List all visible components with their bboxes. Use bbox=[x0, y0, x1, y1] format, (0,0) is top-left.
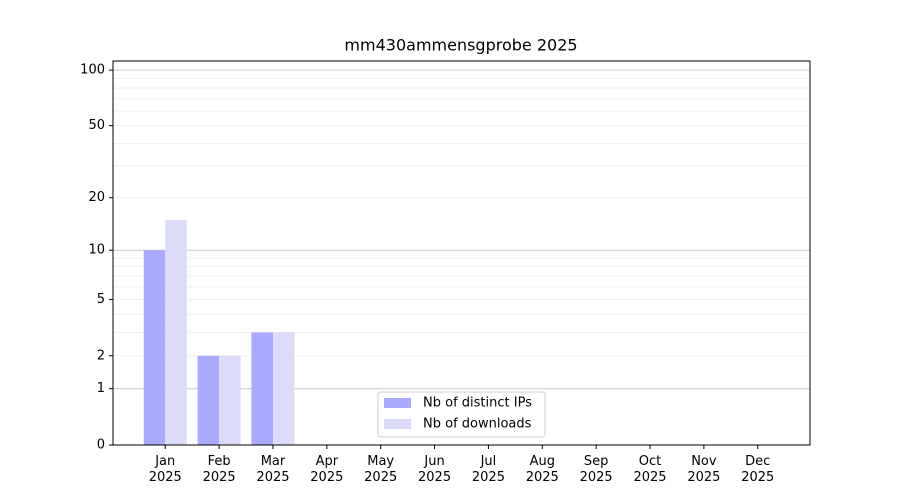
legend-label: Nb of distinct IPs bbox=[423, 396, 532, 411]
y-tick-label: 2 bbox=[97, 348, 105, 363]
x-tick-label: Aug 2025 bbox=[526, 454, 559, 485]
y-tick-label: 5 bbox=[97, 292, 105, 307]
y-tick-label: 1 bbox=[97, 381, 105, 396]
bar bbox=[165, 219, 187, 445]
legend-swatch bbox=[384, 419, 411, 429]
x-tick-label: Nov 2025 bbox=[687, 454, 720, 485]
bar bbox=[197, 355, 220, 445]
y-tick-label: 0 bbox=[97, 438, 105, 453]
bar bbox=[143, 250, 166, 445]
x-tick-label: Feb 2025 bbox=[203, 454, 236, 485]
bar bbox=[219, 355, 241, 445]
x-tick-label: Oct 2025 bbox=[633, 454, 666, 485]
x-tick-label: Mar 2025 bbox=[256, 454, 289, 485]
x-tick-label: Jan 2025 bbox=[149, 454, 182, 485]
y-tick-label: 100 bbox=[80, 63, 105, 78]
y-tick-label: 20 bbox=[88, 190, 105, 205]
legend-swatch bbox=[384, 398, 411, 408]
y-tick-label: 10 bbox=[88, 243, 105, 258]
x-tick-label: Jul 2025 bbox=[472, 454, 505, 485]
bar bbox=[251, 332, 273, 445]
y-tick-label: 50 bbox=[88, 118, 105, 133]
x-tick-label: Sep 2025 bbox=[580, 454, 613, 485]
plot-frame bbox=[112, 60, 811, 446]
x-tick-label: Jun 2025 bbox=[418, 454, 451, 485]
x-tick-label: Dec 2025 bbox=[741, 454, 774, 485]
legend-label: Nb of downloads bbox=[423, 417, 532, 432]
x-tick-label: May 2025 bbox=[364, 454, 397, 485]
bar bbox=[272, 332, 295, 445]
chart-title: mm430ammensgprobe 2025 bbox=[344, 36, 577, 55]
legend-box bbox=[377, 391, 546, 438]
x-tick-label: Apr 2025 bbox=[310, 454, 343, 485]
